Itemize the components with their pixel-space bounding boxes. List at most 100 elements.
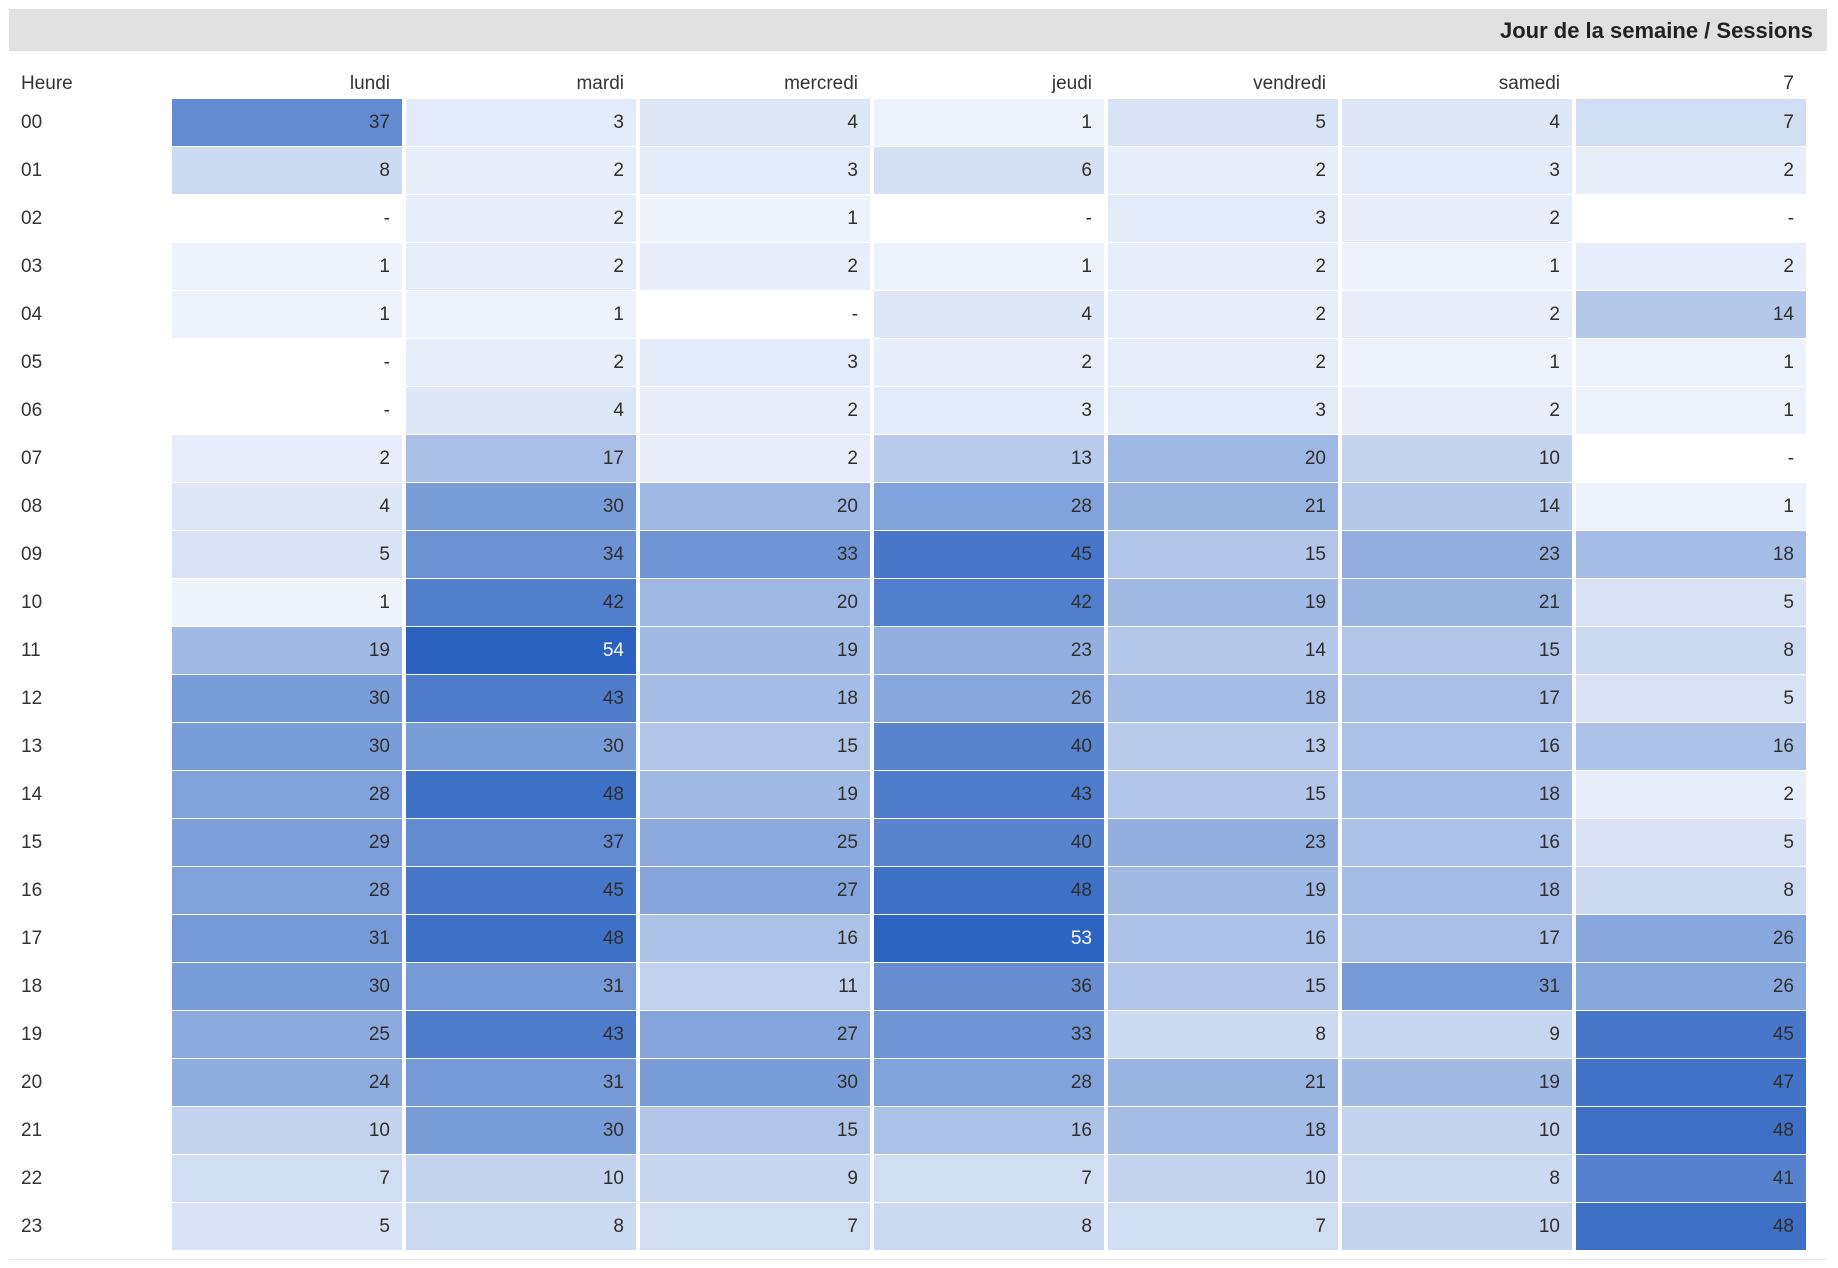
column-header: mardi xyxy=(576,73,624,94)
heatmap-cell: 2 xyxy=(1576,147,1806,194)
heatmap-cell: 40 xyxy=(874,819,1104,866)
row-label: 06 xyxy=(21,400,43,421)
heatmap-cell: 9 xyxy=(640,1155,870,1202)
heatmap-cell: 2 xyxy=(406,147,636,194)
heatmap-cell: 16 xyxy=(1342,723,1572,770)
heatmap-cell: 42 xyxy=(874,579,1104,626)
row-label: 10 xyxy=(21,592,43,613)
heatmap-cell: 8 xyxy=(1108,1011,1338,1058)
heatmap-cell: 26 xyxy=(874,675,1104,722)
heatmap-cell: 1 xyxy=(874,243,1104,290)
heatmap-cell: 1 xyxy=(1576,387,1806,434)
column-header: jeudi xyxy=(1051,73,1092,94)
heatmap-cell: 5 xyxy=(172,1203,402,1250)
heatmap-cell: 28 xyxy=(172,867,402,914)
heatmap-cell: 31 xyxy=(172,915,402,962)
heatmap-cell: - xyxy=(874,195,1104,242)
heatmap-cell: 18 xyxy=(1342,867,1572,914)
heatmap-cell: 29 xyxy=(172,819,402,866)
heatmap-cell: 10 xyxy=(1342,1203,1572,1250)
heatmap-cell: 16 xyxy=(1576,723,1806,770)
title-bar: Jour de la semaine / Sessions xyxy=(9,9,1827,51)
table-bottom-border xyxy=(9,1259,1827,1260)
heatmap-cell: 2 xyxy=(1108,291,1338,338)
heatmap-cell: 2 xyxy=(1108,339,1338,386)
heatmap-cell: 2 xyxy=(1576,771,1806,818)
heatmap-cell: 7 xyxy=(640,1203,870,1250)
heatmap-cell: 1 xyxy=(406,291,636,338)
heatmap-cell: 20 xyxy=(640,483,870,530)
heatmap-cell: 15 xyxy=(640,1107,870,1154)
heatmap-cell: 2 xyxy=(1342,195,1572,242)
heatmap-cell: 18 xyxy=(1576,531,1806,578)
heatmap-cell: 8 xyxy=(406,1203,636,1250)
heatmap-cell: 30 xyxy=(172,723,402,770)
heatmap-cell: 24 xyxy=(172,1059,402,1106)
heatmap-cell: 19 xyxy=(1108,579,1338,626)
heatmap-cell: 15 xyxy=(1108,771,1338,818)
chart-title: Jour de la semaine / Sessions xyxy=(1499,18,1813,43)
heatmap-cell: 30 xyxy=(406,723,636,770)
heatmap-cell: 15 xyxy=(1342,627,1572,674)
heatmap-cell: 17 xyxy=(406,435,636,482)
row-label: 01 xyxy=(21,160,43,181)
row-label: 03 xyxy=(21,256,43,277)
heatmap-cell: 10 xyxy=(406,1155,636,1202)
row-label: 04 xyxy=(21,304,43,325)
heatmap-cell: 1 xyxy=(172,291,402,338)
heatmap-cell: 1 xyxy=(1576,483,1806,530)
row-label: 07 xyxy=(21,448,43,469)
heatmap-cell: 8 xyxy=(1342,1155,1572,1202)
row-label: 11 xyxy=(21,640,41,661)
heatmap-cell: 14 xyxy=(1108,627,1338,674)
heatmap-cell: 13 xyxy=(1108,723,1338,770)
heatmap-cell: 36 xyxy=(874,963,1104,1010)
heatmap-cell: 4 xyxy=(640,99,870,146)
heatmap-cell: 33 xyxy=(874,1011,1104,1058)
heatmap-cell: 28 xyxy=(874,483,1104,530)
heatmap-cell: 31 xyxy=(406,1059,636,1106)
heatmap-cell: 4 xyxy=(406,387,636,434)
heatmap-cell: 4 xyxy=(874,291,1104,338)
column-header: mercredi xyxy=(784,73,858,94)
heatmap-cell: 10 xyxy=(1342,1107,1572,1154)
heatmap-cell: 43 xyxy=(406,1011,636,1058)
heatmap-cell: 1 xyxy=(172,579,402,626)
row-label: 12 xyxy=(21,688,43,709)
heatmap-cell: 15 xyxy=(640,723,870,770)
heatmap-cell: 37 xyxy=(406,819,636,866)
row-label: 22 xyxy=(21,1168,43,1189)
heatmap-cell: 30 xyxy=(172,675,402,722)
row-label: 08 xyxy=(21,496,43,517)
heatmap-cell: 2 xyxy=(1576,243,1806,290)
row-label: 14 xyxy=(21,784,43,805)
heatmap-cell: - xyxy=(1576,435,1806,482)
heatmap-cell: 3 xyxy=(874,387,1104,434)
heatmap-cell: 2 xyxy=(1342,387,1572,434)
heatmap-cell: 7 xyxy=(874,1155,1104,1202)
heatmap-cell: 26 xyxy=(1576,915,1806,962)
heatmap-cell: 16 xyxy=(640,915,870,962)
heatmap-cell: 2 xyxy=(1108,147,1338,194)
heatmap-cell: 14 xyxy=(1576,291,1806,338)
heatmap-cell: 2 xyxy=(640,387,870,434)
heatmap-cell: 43 xyxy=(874,771,1104,818)
heatmap-cell: 11 xyxy=(640,963,870,1010)
heatmap-cell: 16 xyxy=(874,1107,1104,1154)
heatmap-cell: 20 xyxy=(1108,435,1338,482)
heatmap-cell: 8 xyxy=(172,147,402,194)
heatmap-cell: 28 xyxy=(874,1059,1104,1106)
heatmap-cell: 15 xyxy=(1108,531,1338,578)
heatmap-cell: 21 xyxy=(1342,579,1572,626)
row-label: 16 xyxy=(21,880,43,901)
heatmap-cell: 30 xyxy=(172,963,402,1010)
row-label: 02 xyxy=(21,208,43,229)
heatmap-cell: 45 xyxy=(1576,1011,1806,1058)
heatmap-cell: 43 xyxy=(406,675,636,722)
heatmap-cell: 42 xyxy=(406,579,636,626)
heatmap-cell: 16 xyxy=(1108,915,1338,962)
column-header: lundi xyxy=(349,73,390,94)
heatmap-cell: 10 xyxy=(1108,1155,1338,1202)
heatmap-cell: 2 xyxy=(406,243,636,290)
heatmap-cell: 34 xyxy=(406,531,636,578)
